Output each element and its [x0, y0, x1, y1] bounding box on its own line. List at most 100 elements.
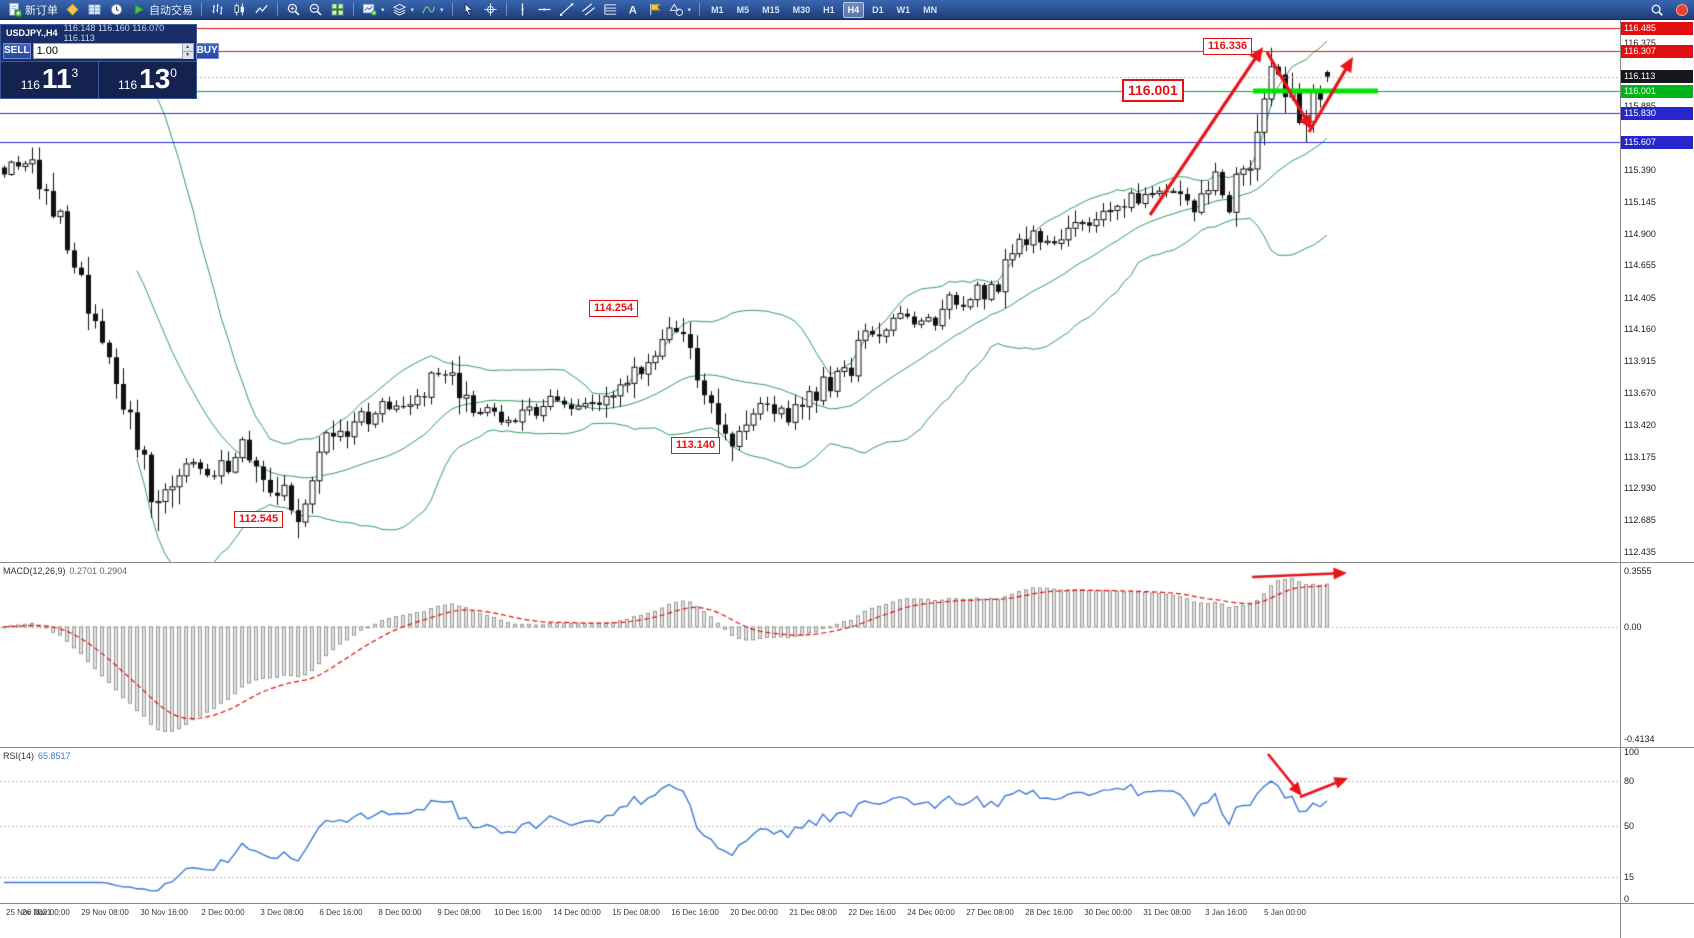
new-chart-button[interactable]: ▾ — [359, 1, 388, 19]
line-chart-button[interactable] — [251, 1, 272, 19]
axis-tick-label: 100 — [1624, 747, 1640, 757]
time-tick-label: 30 Nov 16:00 — [140, 908, 188, 917]
candlestick-chart-button[interactable] — [229, 1, 250, 19]
pane-divider[interactable] — [0, 747, 1694, 748]
search-button[interactable] — [1647, 1, 1667, 19]
axis-tick-label: 112.435 — [1624, 547, 1656, 558]
price-scale[interactable]: 116.375 115.885 115.390 115.145 114.900 114.6… — [1621, 20, 1694, 904]
timeframe-m15-button[interactable]: M15 — [762, 4, 780, 15]
tile-windows-button[interactable] — [327, 1, 348, 19]
macd-canvas[interactable] — [0, 563, 1620, 747]
price-callout[interactable]: 114.254 — [589, 300, 639, 317]
data-window-button[interactable] — [84, 1, 105, 19]
diamond-icon — [65, 2, 80, 17]
axis-tick-label: 113.420 — [1624, 420, 1656, 431]
dropdown-caret-icon: ▾ — [410, 6, 415, 14]
profiles-button[interactable]: ▾ — [389, 1, 418, 19]
volume-field[interactable]: ▲ ▼ — [32, 43, 194, 59]
timeframe-mn-button[interactable]: MN — [923, 4, 938, 15]
timeframe-m5-button[interactable]: M5 — [736, 4, 750, 15]
timeframe-d1-button[interactable]: D1 — [872, 4, 884, 15]
price-callout[interactable]: 116.001 — [1122, 79, 1184, 102]
indicator-icon — [421, 2, 436, 17]
pane-divider[interactable] — [0, 562, 1694, 563]
axis-tick-label: 50 — [1624, 820, 1635, 831]
alert-icon[interactable] — [1676, 4, 1688, 16]
toolbar: 新订单 自动交易 ▾ ▾ ▾ A ▾ M1 M5 M15 M30 H1 H4 D1 W1 MN — [0, 0, 1694, 20]
navigator-button[interactable] — [106, 1, 127, 19]
timeframe-m1-button[interactable]: M1 — [711, 4, 724, 15]
time-tick-label: 22 Dec 16:00 — [848, 908, 896, 917]
dropdown-caret-icon: ▾ — [440, 6, 444, 14]
axis-tick-label: 113.670 — [1624, 387, 1656, 398]
autotrading-button[interactable]: 自动交易 — [128, 1, 196, 19]
time-tick-label: 26 Nov 00:00 — [22, 908, 70, 917]
price-level-badge: 116.307 — [1621, 44, 1693, 58]
time-tick-label: 3 Dec 08:00 — [260, 908, 304, 917]
time-axis[interactable]: 25 Nov 2021 26 Nov 00:00 29 Nov 08:00 30 No… — [0, 904, 1620, 938]
market-watch-button[interactable] — [62, 1, 83, 19]
bars-icon — [210, 2, 225, 17]
price-callout[interactable]: 113.140 — [671, 437, 721, 454]
trendline-button[interactable] — [556, 1, 577, 19]
layers-icon — [392, 2, 407, 17]
channel-button[interactable] — [578, 1, 599, 19]
timeframe-m30-button[interactable]: M30 — [792, 4, 811, 15]
doc-plus-icon — [7, 2, 22, 17]
volume-down-button[interactable]: ▼ — [182, 51, 193, 59]
volume-up-button[interactable]: ▲ — [182, 44, 193, 51]
axis-tick-label: 114.655 — [1624, 260, 1656, 271]
buy-button[interactable]: BUY — [195, 43, 219, 59]
zoom-in-button[interactable] — [283, 1, 304, 19]
axis-tick-label: 80 — [1624, 776, 1635, 787]
dropdown-caret-icon: ▾ — [381, 6, 385, 14]
rsi-canvas[interactable] — [0, 748, 1620, 903]
crosshair-button[interactable] — [480, 1, 501, 19]
axis-tick-label: 0 — [1624, 894, 1630, 904]
sell-price-pips: 11 — [41, 63, 72, 94]
new-order-button[interactable]: 新订单 — [4, 1, 61, 19]
sell-price-display[interactable]: 116 11 3 — [1, 62, 98, 98]
price-callout[interactable]: 112.545 — [234, 511, 284, 528]
text-label-button[interactable] — [644, 1, 665, 19]
axis-tick-label: 0.00 — [1624, 621, 1642, 632]
axis-tick-label: 116.375 — [1624, 37, 1656, 48]
bar-chart-button[interactable] — [207, 1, 228, 19]
price-level-badge: 116.485 — [1621, 21, 1693, 35]
text-a-icon: A — [625, 2, 640, 17]
price-level-badge: 116.001 — [1621, 84, 1693, 98]
buy-price-display[interactable]: 116 13 0 — [99, 62, 196, 98]
time-tick-label: 21 Dec 08:00 — [789, 908, 837, 917]
price-level-badge: 116.113 — [1621, 70, 1693, 84]
macd-title: MACD(12,26,9) — [3, 566, 66, 576]
horizontal-line-button[interactable] — [534, 1, 555, 19]
price-divider — [98, 62, 99, 98]
buy-price-pips: 13 — [139, 63, 171, 94]
timeframe-w1-button[interactable]: W1 — [896, 4, 911, 15]
timeframe-h1-button[interactable]: H1 — [823, 4, 835, 15]
rsi-title: RSI(14) — [3, 751, 35, 761]
vertical-line-button[interactable] — [512, 1, 533, 19]
play-green-icon — [131, 2, 146, 17]
fibonacci-button[interactable] — [600, 1, 621, 19]
text-button[interactable]: A — [622, 1, 643, 19]
time-tick-label: 9 Dec 08:00 — [437, 908, 481, 917]
indicators-button[interactable]: ▾ — [418, 1, 447, 19]
time-tick-label: 28 Dec 16:00 — [1025, 908, 1073, 917]
axis-tick-label: 15 — [1624, 871, 1635, 882]
volume-input[interactable] — [33, 44, 182, 58]
zoom-out-button[interactable] — [305, 1, 326, 19]
chart-symbol-period: USDJPY.,H4 — [6, 28, 58, 38]
price-callout[interactable]: 116.336 — [1203, 38, 1253, 55]
time-tick-label: 6 Dec 16:00 — [319, 908, 363, 917]
arrows-button[interactable]: ▾ — [666, 1, 695, 19]
timeframe-h4-button[interactable]: H4 — [842, 1, 865, 18]
price-level-badge: 115.830 — [1621, 106, 1693, 120]
sell-button[interactable]: SELL — [3, 43, 31, 59]
main-chart-canvas[interactable] — [0, 20, 1620, 562]
cursor-button[interactable] — [458, 1, 479, 19]
svg-text:A: A — [628, 5, 636, 17]
axis-tick-label: 114.160 — [1624, 324, 1656, 335]
autotrading-button-label: 自动交易 — [149, 4, 193, 17]
